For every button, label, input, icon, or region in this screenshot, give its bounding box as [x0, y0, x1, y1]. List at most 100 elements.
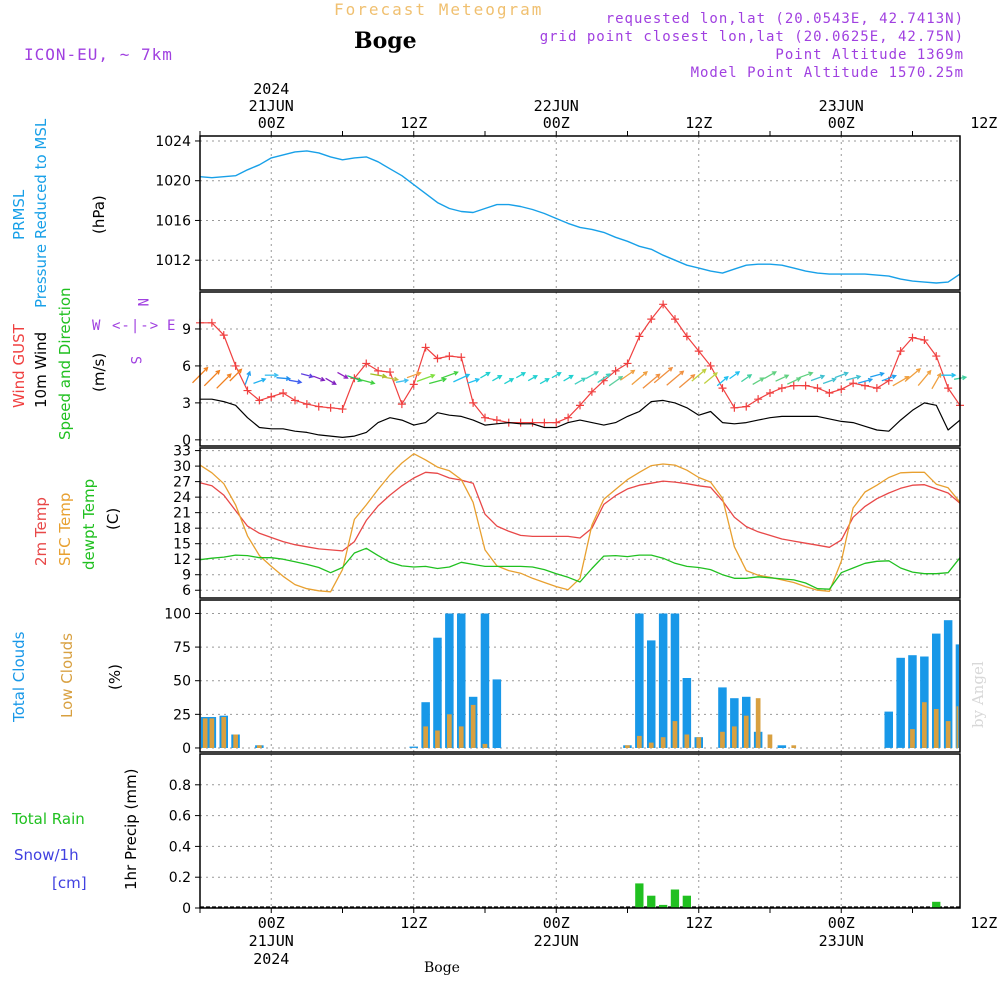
- gust-point: [255, 396, 264, 405]
- low-cloud-bar: [257, 745, 262, 748]
- gust-point: [766, 389, 774, 398]
- y-tick-label: 6: [182, 359, 191, 375]
- pressure-line: [199, 150, 961, 284]
- wind-arrow: [312, 375, 326, 382]
- bottom-time-label: 00Z: [828, 914, 855, 932]
- y-tick-label: 0.6: [169, 809, 191, 825]
- wind-arrow: [467, 377, 481, 384]
- low-cloud-bar: [720, 731, 725, 748]
- gust-point: [528, 418, 537, 427]
- low-cloud-bar: [637, 735, 642, 748]
- t2m-line: [199, 471, 961, 552]
- wind-arrow: [416, 373, 436, 383]
- y-tick-label: 21: [173, 506, 191, 522]
- wind-arrow: [453, 373, 471, 383]
- gust-point: [587, 387, 596, 396]
- total-cloud-bar: [955, 644, 959, 748]
- wind-arrow: [752, 377, 765, 385]
- y-tick-label: 75: [173, 640, 191, 656]
- low-cloud-bar: [209, 718, 215, 748]
- low-cloud-bar: [660, 737, 666, 748]
- wind-arrow: [608, 375, 624, 387]
- low-cloud-bar: [625, 745, 630, 748]
- wind-arrow: [358, 378, 376, 385]
- point-altitude: Point Altitude 1369m: [775, 47, 964, 63]
- wind-arrow: [395, 378, 410, 384]
- gust-point: [433, 354, 442, 363]
- gust-point: [754, 395, 763, 404]
- gust-point: [231, 361, 240, 370]
- panel-frame: [199, 599, 961, 753]
- label-prmsl: PRMSL: [10, 189, 28, 240]
- y-tick-label: 1024: [155, 134, 191, 150]
- gust-point: [944, 384, 953, 393]
- wind-arrow: [716, 375, 729, 387]
- label-total-clouds: Total Clouds: [10, 631, 28, 723]
- low-cloud-bar: [648, 742, 654, 748]
- gust-point: [481, 413, 489, 422]
- low-cloud-bar: [767, 734, 773, 748]
- top-time-label: 12Z: [685, 114, 712, 132]
- total-cloud-bar: [896, 657, 905, 748]
- gust-point: [469, 398, 478, 407]
- bottom-time-label: 00Z: [543, 914, 570, 932]
- total-cloud-bar: [421, 702, 430, 748]
- low-cloud-bar: [435, 730, 440, 748]
- rain-bar: [682, 895, 691, 908]
- gust-point: [896, 347, 905, 356]
- gust-point: [623, 359, 632, 368]
- bottom-time-label: 2024: [253, 950, 289, 968]
- y-tick-label: 0: [182, 901, 191, 917]
- gust-point: [777, 384, 786, 393]
- y-tick-label: 0: [182, 741, 191, 757]
- y-tick-label: 9: [182, 568, 191, 584]
- label-wind-dir: Speed and Direction: [56, 287, 74, 440]
- gust-point: [837, 385, 846, 394]
- total-cloud-bar: [730, 698, 739, 748]
- wind-arrow: [917, 369, 932, 387]
- wind-arrow: [941, 372, 957, 378]
- wind-arrow: [325, 377, 337, 385]
- low-cloud-bar: [447, 714, 452, 748]
- wind-arrow: [620, 369, 636, 381]
- low-cloud-bar: [470, 704, 476, 748]
- y-tick-label: 9: [182, 322, 191, 338]
- label-wind-10m: 10m Wind: [32, 332, 50, 408]
- total-cloud-bar: [884, 711, 893, 748]
- wind-arrow: [653, 366, 674, 384]
- label-snow: Snow/1h: [14, 846, 79, 864]
- y-tick-label: 25: [173, 707, 191, 723]
- total-cloud-bar: [457, 613, 466, 748]
- gust-point: [386, 368, 394, 377]
- panel-frame: [199, 753, 961, 909]
- gust-point: [291, 396, 299, 405]
- gust-point: [932, 352, 941, 361]
- y-tick-label: 0: [182, 433, 191, 449]
- gust-point: [492, 416, 501, 425]
- wind-arrow: [203, 369, 221, 387]
- total-cloud-bar: [492, 679, 502, 748]
- y-tick-label: 18: [173, 521, 191, 537]
- wind-arrow: [527, 375, 538, 382]
- requested-coords: requested lon,lat (20.0543E, 42.7413N): [606, 11, 964, 27]
- gust-point: [694, 347, 703, 356]
- y-tick-label: 0.2: [169, 870, 191, 886]
- rain-bar: [659, 904, 668, 908]
- panel-frame: [199, 447, 961, 599]
- compass-n: N: [134, 298, 150, 307]
- gust-point: [861, 381, 869, 390]
- wind-arrow: [931, 372, 942, 390]
- model-label: ICON-EU, ~ 7km: [24, 45, 173, 64]
- low-cloud-bar: [910, 729, 915, 748]
- wind-arrow: [787, 377, 802, 385]
- gust-point: [267, 392, 276, 401]
- y-tick-label: 12: [173, 552, 191, 568]
- total-cloud-bar: [647, 640, 656, 748]
- compass-arrow: <-|->: [112, 318, 159, 334]
- gust-point: [326, 403, 335, 412]
- low-cloud-bar: [482, 743, 488, 748]
- gust-point: [314, 402, 323, 411]
- bottom-time-label: 00Z: [258, 914, 285, 932]
- wind-arrow: [382, 376, 400, 382]
- total-cloud-bar: [635, 613, 644, 748]
